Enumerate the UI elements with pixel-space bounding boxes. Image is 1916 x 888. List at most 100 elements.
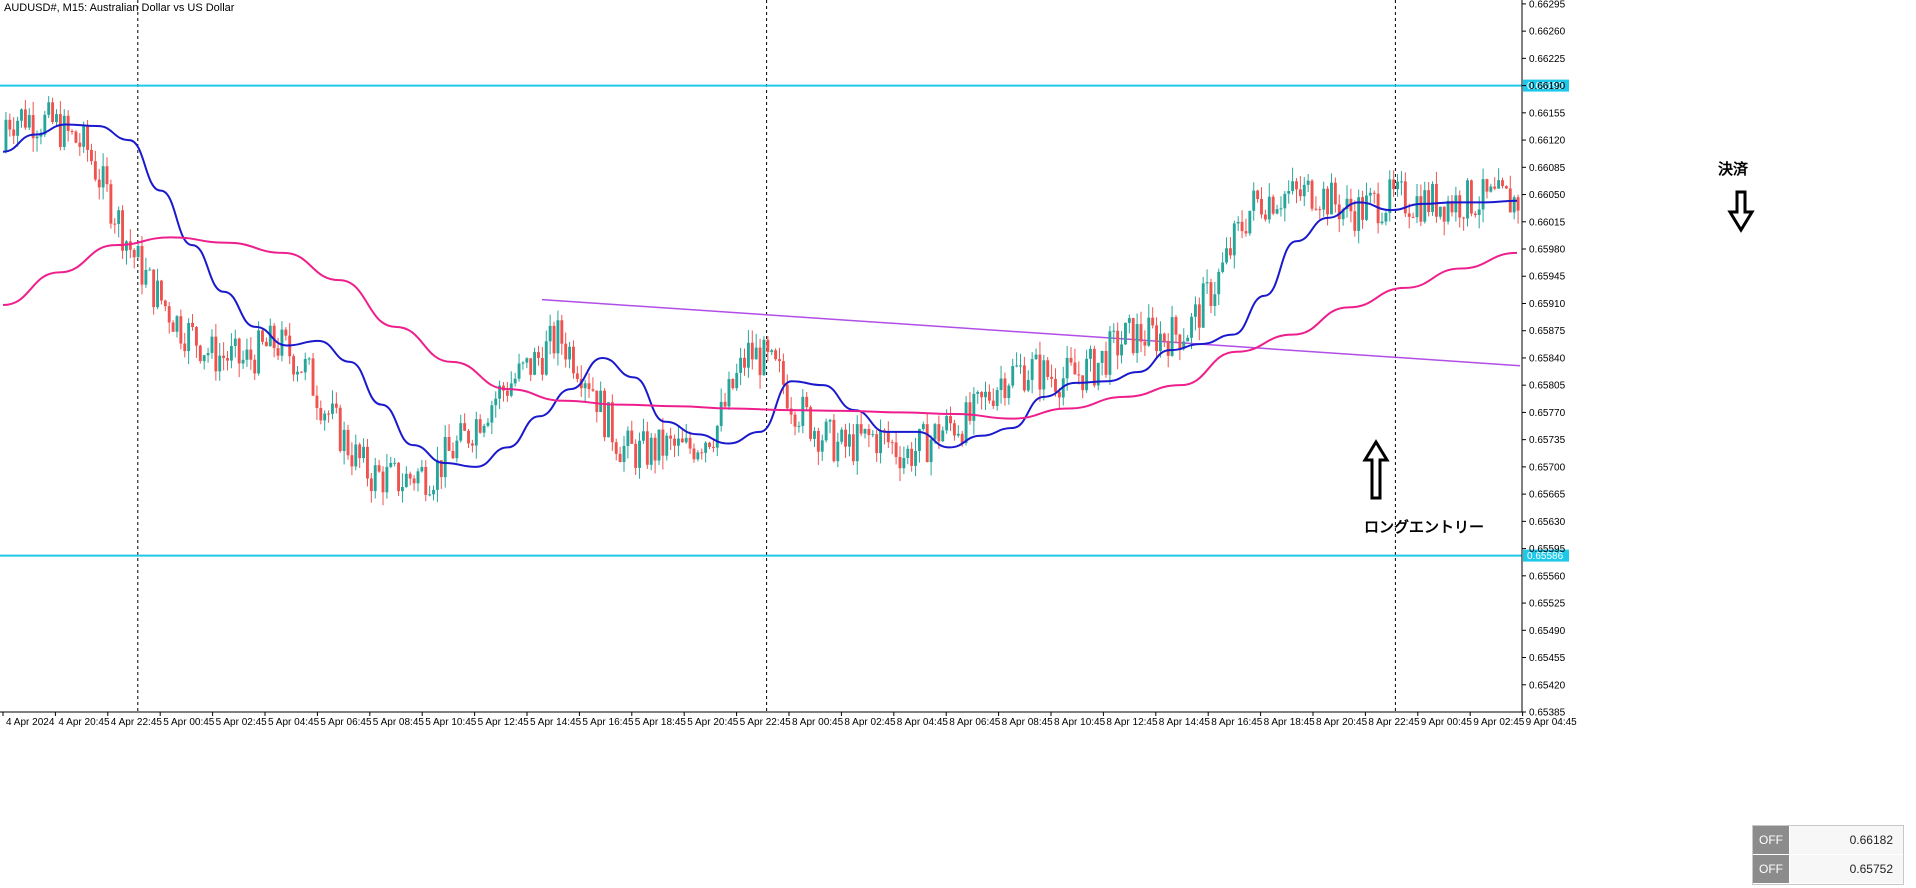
candle: [1365, 182, 1368, 222]
candle: [369, 472, 373, 503]
candle-body: [1104, 350, 1108, 375]
candle-body: [171, 322, 175, 332]
candle: [1423, 181, 1427, 224]
candle: [39, 128, 43, 145]
candle-body: [1209, 282, 1213, 306]
candle: [1512, 195, 1516, 220]
candle-body: [229, 346, 233, 361]
candle: [105, 157, 109, 192]
price-tick-label: 0.65770: [1529, 408, 1566, 419]
candle-body: [117, 210, 121, 224]
level-price-tag: [1523, 549, 1569, 562]
candle-body: [167, 306, 171, 323]
candle-body: [284, 329, 288, 336]
candle-body: [498, 385, 502, 399]
candle: [1388, 170, 1392, 222]
candle: [832, 414, 836, 463]
long-entry-label: ロングエントリー: [1364, 518, 1484, 536]
time-tick-label: 5 Apr 04:45: [268, 717, 320, 728]
time-tick-label: 4 Apr 22:45: [111, 717, 163, 728]
candle: [12, 117, 16, 145]
price-tick-label: 0.66050: [1529, 190, 1566, 201]
time-tick-label: 4 Apr 20:45: [58, 717, 110, 728]
candle-body: [408, 473, 412, 479]
price-tick-label: 0.65490: [1529, 626, 1566, 637]
candle: [1318, 206, 1322, 221]
candle: [1458, 190, 1462, 228]
candle-body: [572, 346, 575, 374]
candle: [673, 434, 676, 458]
candle: [319, 400, 323, 425]
candle: [735, 363, 739, 391]
price-tick-label: 0.66085: [1529, 163, 1566, 174]
candle-body: [420, 466, 424, 472]
candle-body: [867, 428, 871, 436]
candle: [1135, 313, 1139, 363]
candle: [117, 206, 121, 238]
price-box-panel: OFF 0.66182 OFF 0.65752: [1752, 825, 1904, 885]
price-tick-label: 0.66260: [1529, 27, 1566, 38]
candle-body: [774, 350, 778, 360]
candle: [90, 143, 93, 165]
candle: [661, 417, 665, 470]
candle-body: [1384, 212, 1388, 222]
candle-body: [537, 352, 540, 359]
candle: [859, 411, 863, 437]
candle: [156, 268, 159, 310]
candle: [684, 423, 688, 444]
price-tick-label: 0.65385: [1529, 708, 1566, 719]
candle: [626, 426, 630, 459]
time-tick-label: 5 Apr 02:45: [216, 717, 268, 728]
candle: [253, 354, 257, 380]
candle: [78, 133, 82, 156]
candle-body: [1357, 197, 1361, 231]
candle-body: [1011, 366, 1015, 386]
candle: [525, 357, 529, 369]
horizontal-levels[interactable]: 0.66190 0.65586: [0, 79, 1569, 562]
candle-body: [222, 355, 226, 359]
candle: [377, 459, 381, 473]
time-tick-label: 8 Apr 12:45: [1106, 717, 1158, 728]
candle-body: [809, 407, 813, 439]
candle-body: [1368, 192, 1372, 196]
trendline-group[interactable]: [541, 298, 1521, 367]
candles: [4, 96, 1520, 506]
candle: [1291, 167, 1295, 195]
off-button[interactable]: OFF: [1753, 826, 1790, 854]
candle-body: [307, 358, 311, 360]
candle: [307, 357, 311, 365]
candle-body: [1213, 294, 1217, 306]
candle: [925, 413, 929, 463]
candle: [785, 374, 789, 411]
candle-body: [455, 440, 459, 459]
candle: [591, 377, 595, 392]
candle: [494, 391, 498, 418]
candle: [964, 396, 968, 446]
candle-body: [894, 442, 898, 458]
candle-body: [463, 423, 467, 431]
candle: [921, 421, 925, 431]
candle: [1116, 322, 1120, 370]
candle: [692, 443, 696, 463]
candle: [1057, 388, 1061, 410]
slow-ma-line: [2, 236, 1518, 420]
candle: [805, 391, 809, 412]
candle: [906, 445, 910, 465]
candle-body: [805, 396, 809, 408]
candle: [311, 353, 315, 397]
candle-body: [813, 431, 816, 439]
candle: [226, 351, 229, 371]
candle-body: [1182, 341, 1186, 349]
candle: [443, 425, 447, 488]
candle-body: [1030, 359, 1034, 380]
candle: [770, 348, 774, 356]
candle: [420, 460, 424, 473]
candle: [1392, 170, 1396, 198]
candle: [1271, 194, 1275, 216]
candle: [163, 299, 167, 312]
off-button[interactable]: OFF: [1753, 855, 1790, 883]
candle: [816, 427, 820, 465]
candle: [1069, 347, 1073, 366]
price-tick-label: 0.65910: [1529, 299, 1566, 310]
